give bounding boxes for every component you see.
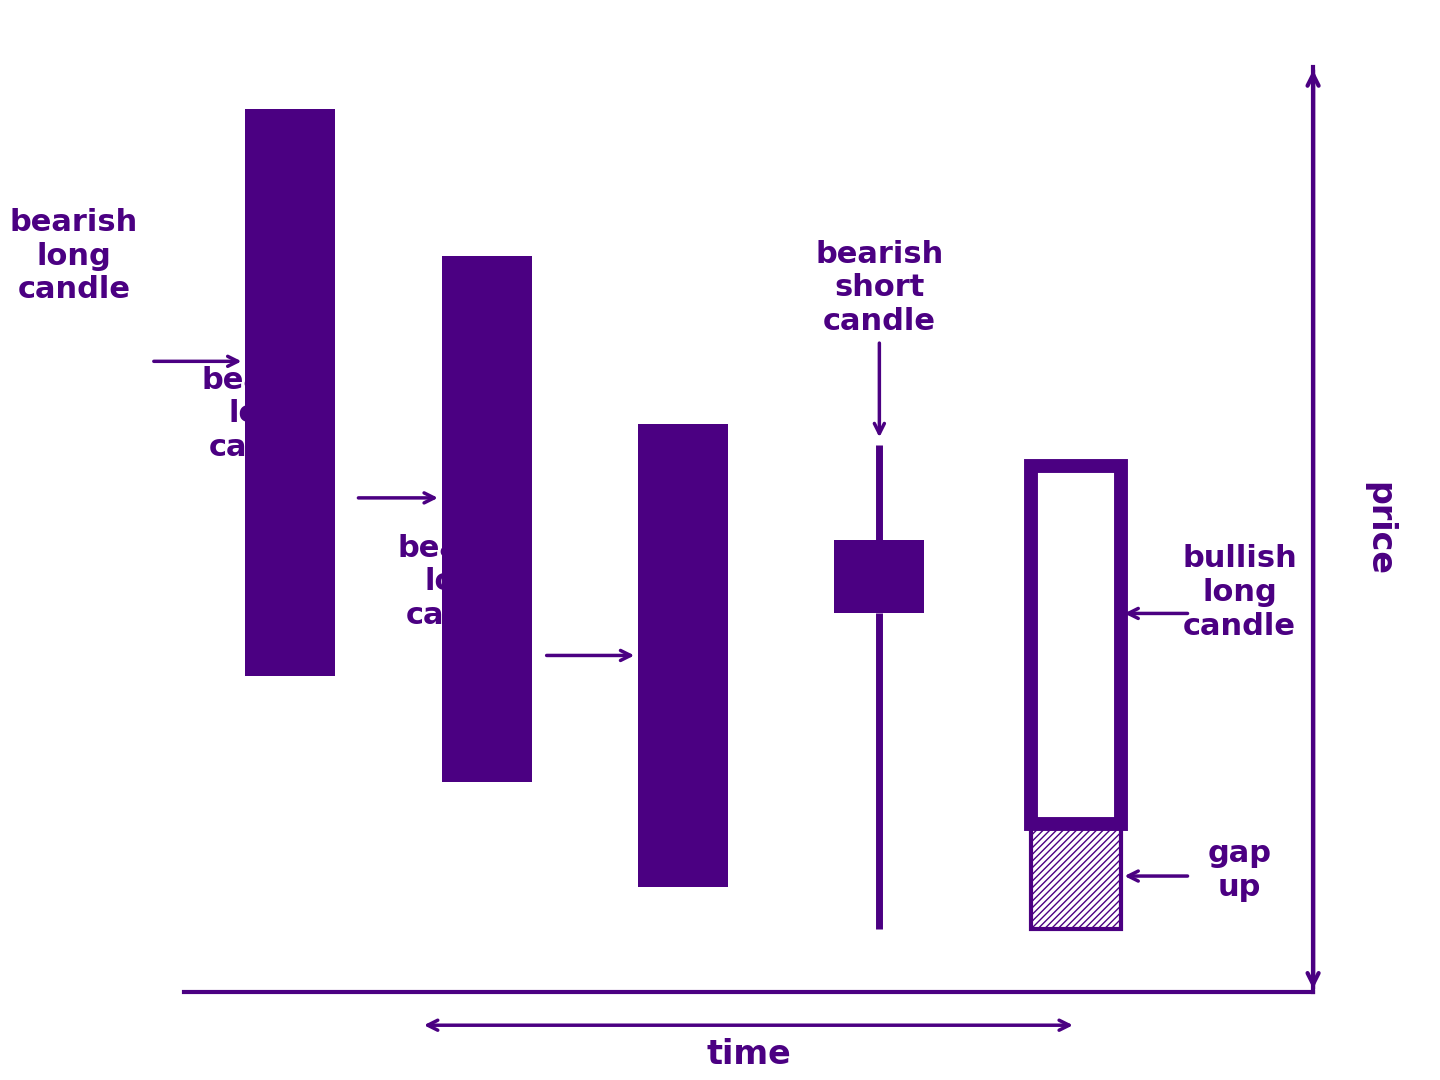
Bar: [1031, 824, 1120, 929]
Text: bearish
long
candle: bearish long candle: [202, 366, 330, 462]
Text: time: time: [706, 1038, 791, 1071]
Text: bearish
long
candle: bearish long candle: [10, 208, 138, 305]
Bar: [834, 540, 924, 613]
Bar: [442, 256, 531, 782]
Text: bearish
short
candle: bearish short candle: [815, 240, 943, 336]
Text: bullish
long
candle: bullish long candle: [1182, 544, 1297, 640]
Text: gap
up: gap up: [1207, 839, 1272, 902]
Bar: [638, 424, 729, 887]
Bar: [1031, 467, 1120, 824]
Text: bearish
long
candle: bearish long candle: [397, 534, 526, 630]
Bar: [245, 109, 336, 676]
Text: price: price: [1362, 483, 1395, 577]
